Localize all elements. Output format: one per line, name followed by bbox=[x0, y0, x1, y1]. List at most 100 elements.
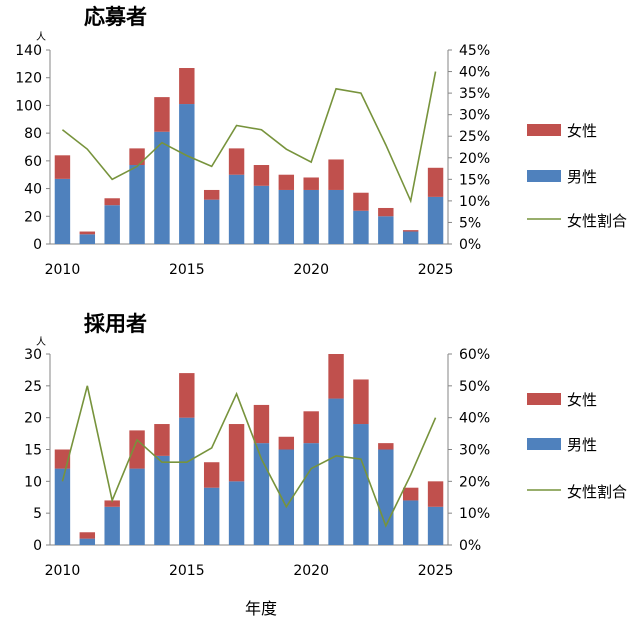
bar-male-2012 bbox=[104, 506, 120, 545]
y-tick-label: 0 bbox=[33, 538, 42, 554]
y2-tick-label: 0% bbox=[459, 538, 481, 554]
bar-male-2016 bbox=[203, 199, 220, 244]
bar-male-2021 bbox=[328, 398, 344, 545]
legend-swatch-male bbox=[527, 170, 561, 182]
y2-tick-label: 40% bbox=[459, 65, 490, 81]
y-tick-label: 5 bbox=[33, 506, 42, 522]
bar-male-2012 bbox=[104, 205, 120, 244]
legend-swatch-male bbox=[527, 438, 561, 450]
y2-tick-label: 20% bbox=[459, 474, 490, 490]
y-tick-label: 40 bbox=[24, 182, 42, 198]
y-tick-label: 25 bbox=[24, 379, 42, 395]
bar-female-2017 bbox=[228, 148, 245, 175]
x-tick-label: 2015 bbox=[169, 563, 205, 579]
bar-male-2025 bbox=[427, 196, 444, 244]
bar-female-2025 bbox=[427, 167, 444, 197]
y-tick-label: 20 bbox=[24, 411, 42, 427]
bar-female-2021 bbox=[328, 159, 344, 190]
bar-female-2019 bbox=[278, 436, 295, 450]
bar-male-2013 bbox=[129, 468, 145, 545]
y-tick-label: 80 bbox=[24, 126, 42, 142]
y2-tick-label: 45% bbox=[459, 43, 490, 59]
x-tick-label: 2020 bbox=[293, 262, 329, 278]
y-tick-label: 15 bbox=[24, 443, 42, 459]
bar-female-2019 bbox=[278, 174, 295, 190]
bar-female-2024 bbox=[402, 230, 419, 232]
y2-tick-label: 5% bbox=[459, 215, 481, 231]
legend-label-male: 男性 bbox=[567, 436, 597, 454]
bar-female-2014 bbox=[154, 97, 170, 132]
x-tick-label: 2025 bbox=[418, 563, 454, 579]
bar-female-2025 bbox=[427, 481, 444, 507]
bar-male-2022 bbox=[353, 210, 369, 244]
bar-male-2023 bbox=[378, 449, 394, 545]
legend-swatch-female bbox=[527, 393, 561, 405]
bar-male-2013 bbox=[129, 165, 145, 244]
bar-female-2018 bbox=[253, 165, 270, 186]
x-tick-label: 2010 bbox=[45, 563, 81, 579]
bar-male-2023 bbox=[378, 216, 394, 244]
y2-tick-label: 0% bbox=[459, 237, 481, 253]
bar-female-2016 bbox=[203, 189, 220, 200]
ratio-line bbox=[61, 71, 437, 204]
legend-label-female: 女性 bbox=[567, 391, 597, 409]
bar-female-2024 bbox=[402, 487, 419, 501]
bar-male-2020 bbox=[303, 189, 319, 244]
bar-female-2022 bbox=[353, 192, 369, 211]
bar-male-2024 bbox=[402, 500, 419, 545]
chart-2: 採用者人0510152025300%10%20%30%40%50%60%2010… bbox=[24, 312, 627, 618]
bar-male-2014 bbox=[154, 131, 170, 244]
y2-tick-label: 35% bbox=[459, 86, 490, 102]
bar-female-2022 bbox=[353, 379, 369, 425]
y2-tick-label: 15% bbox=[459, 172, 490, 188]
bar-male-2015 bbox=[179, 104, 195, 245]
bar-male-2017 bbox=[228, 174, 245, 244]
bar-male-2018 bbox=[253, 443, 270, 545]
chart-title: 応募者 bbox=[84, 5, 147, 29]
y-tick-label: 0 bbox=[33, 237, 42, 253]
bar-female-2011 bbox=[79, 231, 96, 235]
y2-tick-label: 25% bbox=[459, 129, 490, 145]
bar-female-2012 bbox=[104, 500, 120, 507]
bar-female-2023 bbox=[378, 443, 394, 450]
bar-female-2015 bbox=[179, 373, 195, 418]
bar-female-2013 bbox=[129, 148, 145, 166]
bar-male-2018 bbox=[253, 185, 270, 244]
bar-male-2010 bbox=[54, 178, 71, 244]
bar-male-2022 bbox=[353, 424, 369, 545]
bar-male-2016 bbox=[203, 487, 220, 545]
y-unit-label: 人 bbox=[36, 31, 46, 43]
y2-tick-label: 20% bbox=[459, 151, 490, 167]
legend-label-ratio: 女性割合 bbox=[567, 212, 627, 230]
legend-label-female: 女性 bbox=[567, 122, 597, 140]
y-unit-label: 人 bbox=[36, 336, 46, 348]
bar-male-2015 bbox=[179, 417, 195, 545]
ratio-line bbox=[61, 385, 437, 528]
bar-female-2010 bbox=[54, 155, 71, 179]
bar-female-2011 bbox=[79, 532, 96, 539]
x-tick-label: 2025 bbox=[418, 262, 454, 278]
x-tick-label: 2010 bbox=[45, 262, 81, 278]
y2-tick-label: 10% bbox=[459, 506, 490, 522]
bar-male-2011 bbox=[79, 234, 96, 244]
y-tick-label: 20 bbox=[24, 209, 42, 225]
bar-male-2024 bbox=[402, 231, 419, 244]
bar-female-2016 bbox=[203, 462, 220, 488]
bar-female-2018 bbox=[253, 404, 270, 444]
bar-male-2019 bbox=[278, 189, 295, 244]
legend-label-ratio: 女性割合 bbox=[567, 483, 627, 501]
bar-male-2021 bbox=[328, 189, 344, 244]
bar-male-2017 bbox=[228, 481, 245, 545]
x-tick-label: 2020 bbox=[293, 563, 329, 579]
y-tick-label: 60 bbox=[24, 154, 42, 170]
bar-male-2014 bbox=[154, 455, 170, 545]
bar-female-2020 bbox=[303, 411, 319, 444]
bar-male-2019 bbox=[278, 449, 295, 545]
x-axis-label: 年度 bbox=[245, 599, 277, 618]
y-tick-label: 140 bbox=[15, 43, 42, 59]
y2-tick-label: 60% bbox=[459, 347, 490, 363]
x-tick-label: 2015 bbox=[169, 262, 205, 278]
bar-female-2015 bbox=[179, 68, 195, 105]
y2-tick-label: 40% bbox=[459, 411, 490, 427]
